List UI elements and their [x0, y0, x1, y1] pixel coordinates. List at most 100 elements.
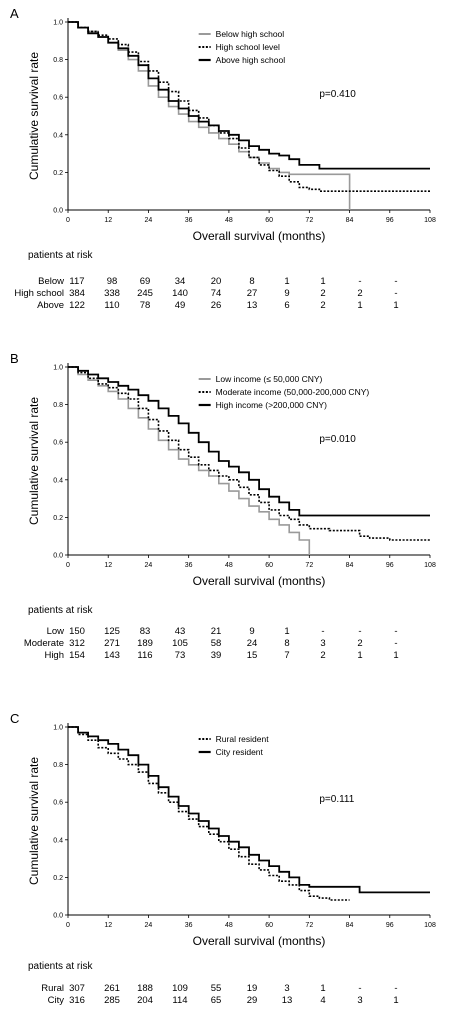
x-tick-label: 96: [386, 922, 394, 929]
legend-label: Above high school: [216, 55, 286, 65]
risk-row: Moderate 312 271 189 105 58 24 8 3 2 -: [0, 638, 452, 650]
p-value: p=0.410: [319, 89, 356, 100]
risk-count: 39: [210, 650, 222, 661]
risk-count: 2: [320, 650, 326, 661]
legend-label: Low income (≤ 50,000 CNY): [216, 374, 323, 384]
risk-count: 1: [357, 300, 363, 311]
risk-count: 2: [320, 300, 326, 311]
x-tick-label: 12: [104, 562, 112, 569]
risk-count: 29: [246, 995, 258, 1006]
x-tick-label: 12: [104, 217, 112, 224]
panel-b: B 0 12 24 36 48 60 72 84 96 108 0.0 0.2 0.4 0.6 0.8 1.0 O…: [0, 345, 452, 670]
x-tick-label: 24: [145, 217, 153, 224]
risk-count: 34: [174, 276, 186, 287]
risk-count: 26: [210, 300, 222, 311]
risk-count: 69: [139, 276, 151, 287]
risk-count: 1: [284, 276, 290, 287]
survival-curve-2: [68, 21, 430, 192]
risk-count: -: [394, 276, 398, 287]
risk-count: 307: [69, 983, 85, 994]
risk-table-title: patients at risk: [28, 961, 93, 972]
legend-label: Below high school: [216, 29, 285, 39]
risk-count: 140: [172, 288, 188, 299]
risk-count: 58: [210, 638, 222, 649]
panel-c: C 0 12 24 36 48 60 72 84 96 108 0.0 0.2 0.4 0.6 0.8 1.0 O…: [0, 705, 452, 1016]
risk-count: 8: [284, 638, 290, 649]
survival-curve-3: [68, 366, 430, 517]
risk-count: 13: [246, 300, 258, 311]
risk-count: 188: [137, 983, 153, 994]
x-tick-label: 36: [185, 562, 193, 569]
y-axis-label: Cumulative survival rate: [27, 397, 41, 525]
risk-count: 105: [172, 638, 188, 649]
x-tick-label: 0: [66, 922, 70, 929]
risk-count: 316: [69, 995, 85, 1006]
survival-curve-3: [68, 21, 430, 170]
risk-count: 154: [69, 650, 85, 661]
risk-count: 261: [104, 983, 120, 994]
p-value: p=0.010: [319, 434, 356, 445]
risk-count: 150: [69, 626, 85, 637]
x-tick-label: 84: [346, 562, 354, 569]
risk-count: 338: [104, 288, 120, 299]
risk-count: 3: [284, 983, 290, 994]
legend-label: High school level: [216, 42, 280, 52]
y-tick-label: 1.0: [53, 20, 63, 27]
x-tick-label: 0: [66, 562, 70, 569]
risk-count: -: [394, 288, 398, 299]
x-tick-label: 84: [346, 217, 354, 224]
x-tick-label: 108: [424, 217, 436, 224]
x-tick-label: 96: [386, 562, 394, 569]
x-tick-label: 72: [305, 217, 313, 224]
risk-row: Above 122 110 78 49 26 13 6 2 1 1: [0, 300, 452, 312]
risk-count: 24: [246, 638, 258, 649]
risk-table-title: patients at risk: [28, 605, 93, 616]
risk-count: -: [394, 983, 398, 994]
risk-count: 1: [393, 650, 399, 661]
x-tick-label: 48: [225, 217, 233, 224]
y-tick-label: 0.4: [53, 477, 63, 484]
panel-letter: B: [10, 351, 19, 366]
risk-count: 384: [69, 288, 85, 299]
risk-count: 7: [284, 650, 290, 661]
risk-row-label: High: [44, 650, 64, 661]
risk-count: 285: [104, 995, 120, 1006]
risk-row-label: City: [47, 995, 64, 1006]
y-tick-label: 1.0: [53, 365, 63, 372]
risk-count: 271: [104, 638, 120, 649]
legend-label: Moderate income (50,000-200,000 CNY): [216, 387, 370, 397]
risk-row-label: Below: [38, 276, 64, 287]
x-axis-label: Overall survival (months): [193, 934, 326, 948]
risk-row-label: High school: [14, 288, 64, 299]
legend-label: Rural resident: [216, 734, 270, 744]
risk-count: 83: [139, 626, 151, 637]
x-tick-label: 0: [66, 217, 70, 224]
risk-count: -: [358, 276, 362, 287]
x-tick-label: 24: [145, 562, 153, 569]
risk-count: -: [394, 638, 398, 649]
risk-count: 122: [69, 300, 85, 311]
risk-count: -: [394, 626, 398, 637]
risk-count: 15: [246, 650, 258, 661]
panel-letter: C: [10, 711, 19, 726]
risk-row-label: Low: [46, 626, 64, 637]
risk-row: High 154 143 116 73 39 15 7 2 1 1: [0, 650, 452, 662]
km-chart-c: C 0 12 24 36 48 60 72 84 96 108 0.0 0.2 0.4 0.6 0.8 1.0 O…: [10, 711, 436, 948]
risk-count: 116: [137, 650, 153, 661]
x-tick-label: 48: [225, 562, 233, 569]
risk-count: -: [358, 983, 362, 994]
risk-count: 2: [357, 288, 363, 299]
y-tick-label: 0.8: [53, 57, 63, 64]
x-tick-label: 60: [265, 922, 273, 929]
risk-count: 74: [210, 288, 222, 299]
x-tick-label: 60: [265, 562, 273, 569]
x-tick-label: 36: [185, 217, 193, 224]
risk-table-title: patients at risk: [28, 250, 93, 261]
risk-count: 1: [284, 626, 290, 637]
km-chart-a: A 0 12 24 36 48 60 72 84 96 108 0.0 0.2 0.4 0.6 0.8 1.0 O…: [10, 6, 436, 243]
risk-count: 1: [357, 650, 363, 661]
y-tick-label: 0.8: [53, 762, 63, 769]
survival-curve-2: [68, 366, 430, 541]
risk-count: 189: [137, 638, 153, 649]
survival-curve-1: [68, 366, 311, 555]
